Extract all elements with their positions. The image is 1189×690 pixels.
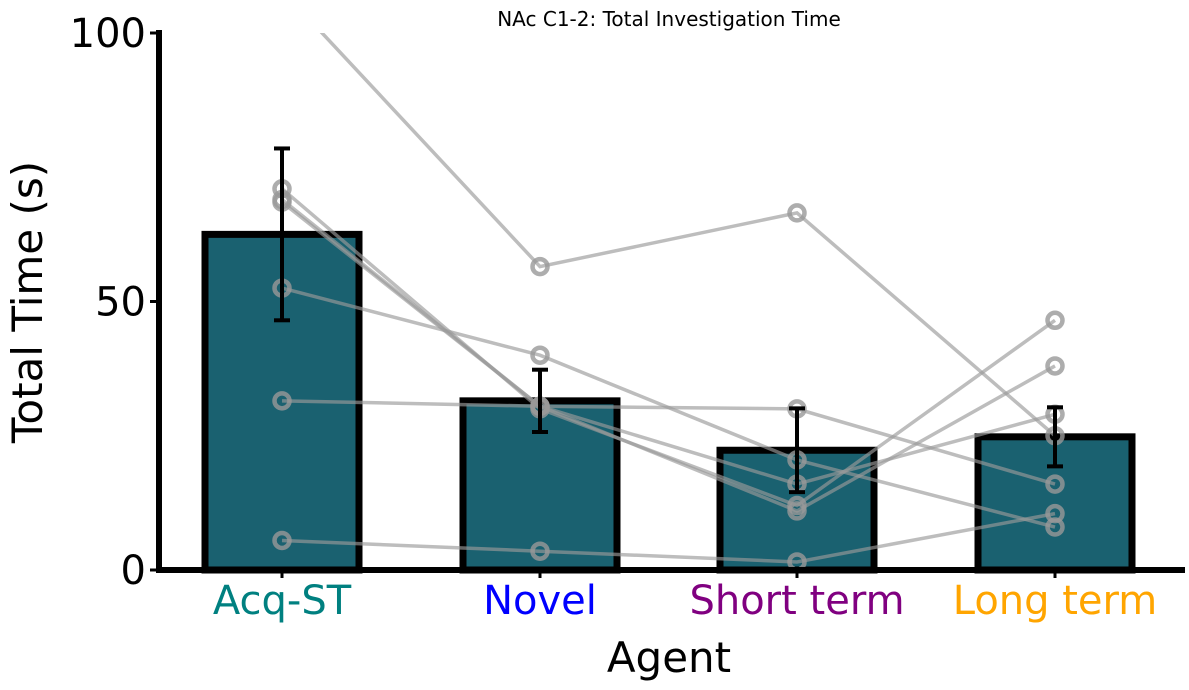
x-axis-title: Agent [607, 633, 731, 682]
subject-point [530, 541, 550, 561]
x-tick-label-long-term: Long term [953, 578, 1158, 624]
subject-point [530, 256, 550, 277]
y-axis-title: Total Time (s) [3, 161, 52, 444]
subject-point [272, 391, 292, 411]
subject-line-3 [280, 198, 1056, 513]
y-tick-label: 50 [95, 280, 146, 326]
bar-long-term [974, 433, 1136, 574]
x-ticks-layer: Acq-ST Novel Short term Long term [213, 570, 1157, 624]
y-ticks-layer: 0 50 100 [70, 11, 159, 594]
subject-point [1045, 474, 1065, 494]
subject-point [530, 345, 550, 365]
subject-point [787, 501, 807, 521]
subject-line-6 [281, 399, 1056, 486]
subject-lines-layer [272, 33, 1065, 572]
subject-point [1045, 356, 1065, 376]
x-tick-label-acq-st: Acq-ST [213, 578, 352, 624]
y-tick-label: 100 [70, 11, 146, 57]
subject-point [1045, 503, 1065, 524]
subject-point [787, 203, 807, 223]
y-tick-label: 0 [121, 548, 146, 594]
subject-point [1045, 310, 1065, 331]
subject-line-7 [281, 511, 1056, 564]
error-bars-layer [274, 146, 1063, 495]
subject-point [272, 530, 292, 551]
x-tick-label-short-term: Short term [689, 578, 904, 624]
chart-title: NAc C1-2: Total Investigation Time [497, 7, 841, 31]
x-tick-label-novel: Novel [483, 578, 597, 624]
subject-line-4 [280, 200, 1056, 486]
subject-line-1 [319, 33, 1057, 438]
